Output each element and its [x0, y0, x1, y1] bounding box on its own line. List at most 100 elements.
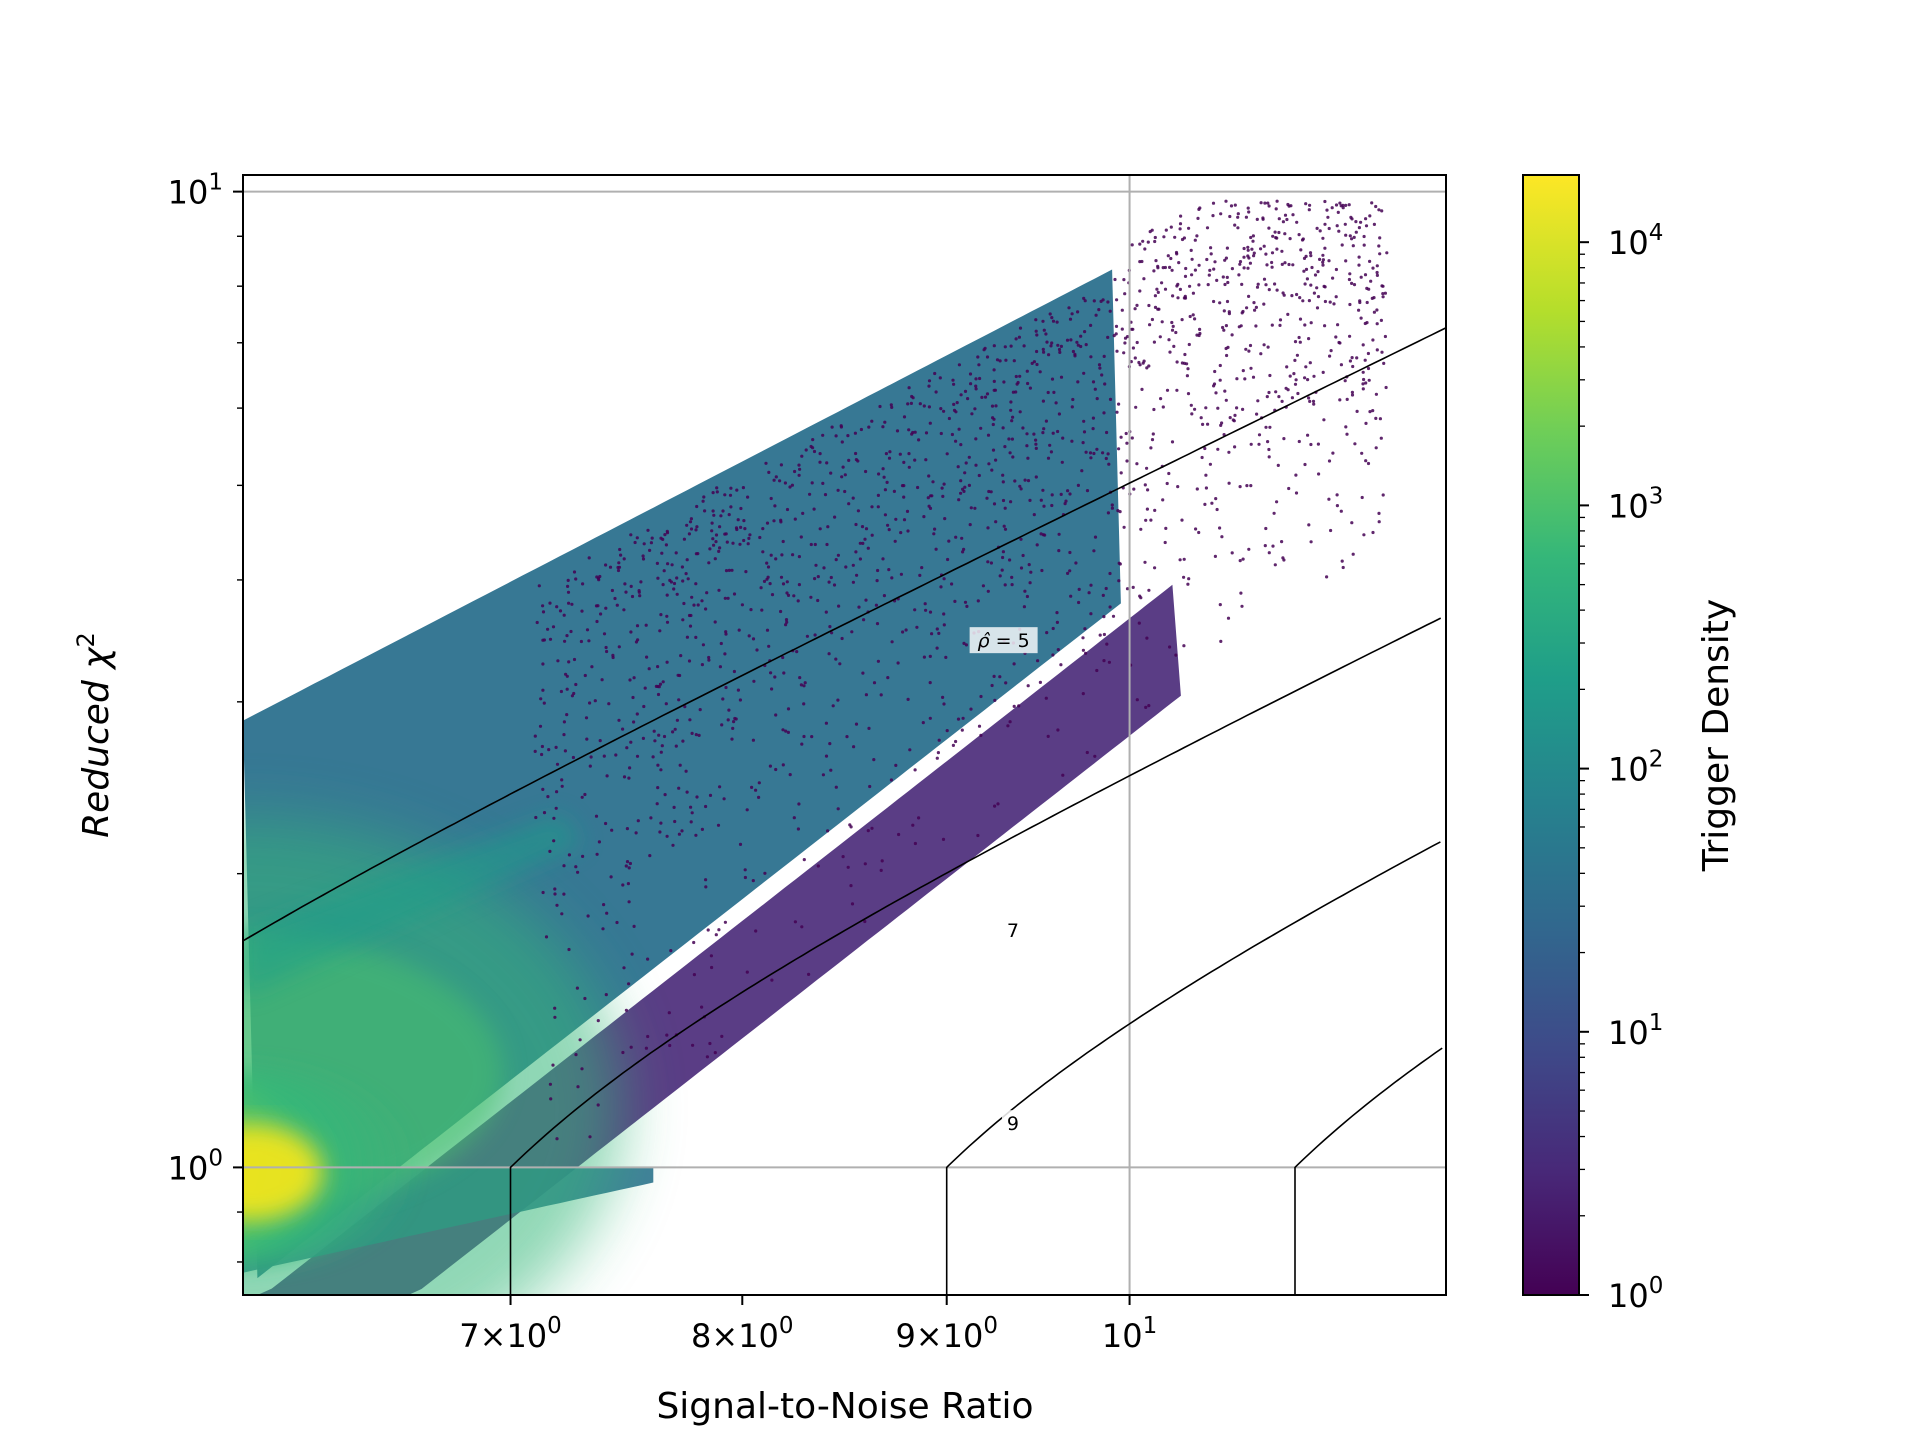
scatter-point [998, 574, 1002, 578]
scatter-point [1359, 220, 1363, 224]
scatter-point [1029, 570, 1033, 574]
scatter-point [1001, 473, 1005, 477]
scatter-point [951, 378, 955, 382]
scatter-point [802, 702, 806, 706]
scatter-point [864, 598, 868, 602]
scatter-point [1218, 603, 1222, 607]
scatter-point [963, 600, 968, 604]
scatter-point [1248, 261, 1252, 265]
scatter-point [1001, 480, 1005, 484]
scatter-point [1345, 432, 1349, 436]
scatter-point [1114, 324, 1119, 328]
scatter-point [763, 871, 767, 875]
scatter-point [800, 742, 804, 746]
scatter-point [1019, 566, 1024, 570]
scatter-point [690, 595, 694, 599]
scatter-point [1091, 380, 1096, 384]
scatter-point [632, 676, 636, 680]
scatter-point [642, 704, 646, 709]
scatter-point [1183, 296, 1188, 300]
scatter-point [1162, 235, 1166, 239]
scatter-point [587, 556, 591, 560]
scatter-point [627, 982, 631, 986]
scatter-point [632, 720, 636, 724]
scatter-point [694, 528, 698, 532]
scatter-point [1362, 533, 1366, 537]
scatter-point [541, 787, 545, 792]
scatter-point [1150, 438, 1155, 442]
scatter-point [994, 520, 998, 524]
scatter-point [1026, 479, 1031, 483]
scatter-point [1321, 236, 1325, 240]
scatter-point [647, 667, 651, 671]
scatter-point [1247, 547, 1251, 551]
scatter-point [1306, 378, 1310, 382]
scatter-point [1076, 380, 1080, 384]
scatter-point [1263, 544, 1267, 548]
scatter-point [1154, 259, 1158, 263]
scatter-point [1189, 403, 1193, 407]
scatter-point [931, 480, 935, 484]
scatter-point [807, 972, 811, 977]
scatter-point [1293, 382, 1298, 386]
scatter-point [1327, 226, 1331, 231]
scatter-point [1076, 310, 1080, 314]
scatter-point [1034, 475, 1038, 479]
scatter-point [609, 875, 613, 879]
scatter-point [1278, 323, 1282, 327]
scatter-point [1105, 642, 1109, 646]
scatter-point [1094, 313, 1098, 317]
scatter-point [894, 763, 898, 768]
scatter-point [992, 379, 996, 383]
scatter-point [998, 359, 1002, 363]
scatter-point [1372, 310, 1376, 314]
scatter-point [1119, 435, 1123, 439]
contour-label-bg [969, 627, 1038, 654]
scatter-point [1093, 535, 1098, 539]
scatter-point [1235, 377, 1239, 381]
scatter-point [1245, 306, 1249, 310]
scatter-point [1045, 631, 1049, 635]
scatter-point [594, 814, 599, 818]
scatter-point [1084, 450, 1088, 454]
scatter-point [1357, 255, 1361, 259]
scatter-point [1364, 224, 1369, 228]
scatter-point [1259, 201, 1263, 205]
scatter-point [1204, 473, 1208, 477]
scatter-point [1275, 247, 1279, 251]
scatter-point [1099, 299, 1103, 303]
scatter-point [1302, 269, 1306, 273]
scatter-point [1034, 446, 1038, 450]
scatter-point [1065, 338, 1070, 342]
scatter-point [1221, 275, 1225, 279]
scatter-point [1002, 380, 1006, 384]
scatter-point [717, 588, 721, 592]
scatter-point [1255, 285, 1260, 289]
scatter-point [1068, 550, 1072, 555]
scatter-point [1082, 371, 1086, 375]
scatter-point [1282, 293, 1286, 297]
scatter-point [579, 639, 584, 644]
scatter-point [1176, 485, 1180, 489]
scatter-point [1249, 366, 1253, 370]
scatter-point [1334, 335, 1338, 339]
scatter-point [1295, 292, 1299, 297]
scatter-point [656, 692, 661, 697]
scatter-point [890, 640, 894, 644]
scatter-point [1176, 296, 1180, 300]
scatter-point [774, 475, 778, 479]
scatter-point [954, 535, 958, 539]
scatter-point [790, 483, 795, 487]
scatter-point [595, 575, 599, 579]
scatter-point [901, 630, 905, 634]
scatter-point [1049, 450, 1053, 454]
scatter-point [732, 592, 737, 596]
scatter-point [1006, 724, 1010, 728]
scatter-point [625, 746, 629, 750]
scatter-point [1022, 605, 1026, 609]
scatter-point [574, 865, 578, 869]
scatter-point [1063, 502, 1067, 506]
scatter-point [1212, 267, 1216, 271]
scatter-point [1157, 307, 1161, 311]
scatter-point [569, 629, 573, 634]
